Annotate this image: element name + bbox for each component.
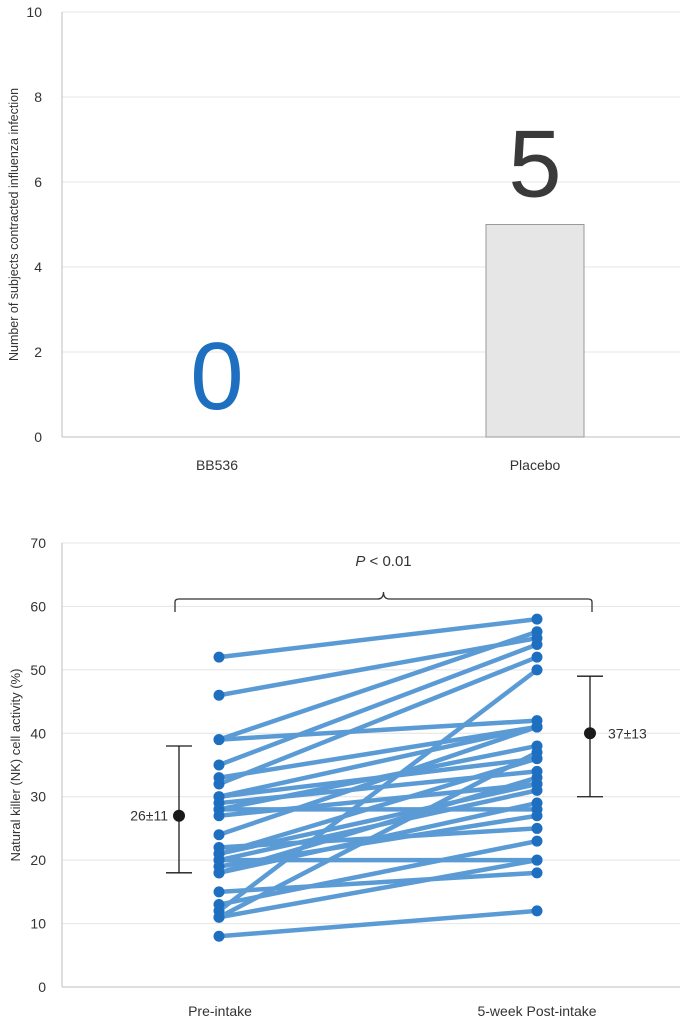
- pair-line-7: [216, 654, 540, 787]
- point-post-3: [531, 626, 543, 638]
- point-pre-14: [213, 829, 225, 841]
- mean-sd-markers: [166, 675, 603, 874]
- point-pre-23: [213, 886, 225, 898]
- pair-line-4: [216, 718, 540, 742]
- point-pre-13: [213, 810, 225, 822]
- y-tick-30: 30: [30, 789, 46, 805]
- point-post-7: [531, 651, 543, 663]
- pair-line-28: [216, 908, 540, 939]
- point-post-26: [531, 746, 543, 758]
- pair-line-22: [216, 800, 540, 876]
- pair-line-8: [216, 724, 540, 799]
- point-pre-7: [213, 778, 225, 790]
- point-pre-2: [213, 689, 225, 701]
- paired-lines: [216, 616, 540, 939]
- point-post-23: [531, 867, 543, 879]
- point-post-25: [531, 664, 543, 676]
- chart2-y-axis-label: Natural killer (NK) cell activity (%): [8, 669, 23, 862]
- point-post-19: [531, 784, 543, 796]
- point-post-15: [531, 822, 543, 834]
- y-tick-6: 6: [34, 174, 42, 190]
- y-tick-8: 8: [34, 89, 42, 105]
- point-pre-1: [213, 651, 225, 663]
- y-tick-10: 10: [26, 4, 42, 20]
- pair-line-16: [216, 756, 540, 857]
- pair-line-26: [216, 750, 540, 920]
- x-tick-label-post-intake: 5-week Post-intake: [477, 1003, 596, 1019]
- point-post-20: [531, 810, 543, 822]
- x-tick-label-pre-intake: Pre-intake: [188, 1003, 252, 1019]
- y-tick-0: 0: [38, 979, 46, 995]
- y-tick-20: 20: [30, 852, 46, 868]
- p-symbol: P: [355, 553, 365, 570]
- point-post-1: [531, 613, 543, 625]
- summary-label-pre: 26±11: [130, 808, 168, 824]
- point-pre-22: [213, 867, 225, 879]
- y-tick-2: 2: [34, 344, 42, 360]
- pair-line-27: [216, 857, 540, 920]
- y-tick-10: 10: [30, 916, 46, 932]
- point-pre-27: [213, 911, 225, 923]
- nk-activity-paired-chart: 0 10 20 30 40 50 60 70 26±11 37±13 P < 0.01 Pre…: [8, 535, 680, 1019]
- point-post-5: [531, 638, 543, 650]
- pair-line-3: [216, 629, 540, 742]
- point-post-14: [531, 721, 543, 733]
- pair-line-21: [216, 775, 540, 876]
- pair-line-12: [216, 743, 540, 812]
- chart2-y-tick-labels: 0 10 20 30 40 50 60 70: [30, 535, 46, 995]
- mean-point-pre: [173, 809, 185, 822]
- point-pre-5: [213, 759, 225, 771]
- y-tick-4: 4: [34, 259, 42, 275]
- p-value-annotation: P < 0.01: [355, 553, 411, 570]
- pair-line-25: [216, 667, 540, 914]
- pair-line-5: [216, 642, 540, 768]
- y-tick-60: 60: [30, 598, 46, 614]
- point-post-22: [531, 797, 543, 809]
- paired-points: [213, 613, 543, 942]
- point-pre-28: [213, 930, 225, 942]
- mean-point-post: [584, 727, 596, 740]
- p-threshold: < 0.01: [365, 553, 411, 570]
- data-label-bb536: 0: [190, 323, 243, 430]
- pair-line-24: [216, 838, 540, 907]
- bar-placebo: [485, 224, 585, 438]
- point-post-21: [531, 772, 543, 784]
- chart1-y-axis-label: Number of subjects contracted influenza …: [7, 88, 21, 361]
- x-tick-label-placebo: Placebo: [510, 457, 561, 473]
- pair-line-1: [216, 616, 540, 660]
- y-tick-70: 70: [30, 535, 46, 551]
- y-tick-40: 40: [30, 725, 46, 741]
- significance-bracket: [174, 591, 593, 612]
- pair-line-14: [216, 724, 540, 838]
- x-tick-label-bb536: BB536: [196, 457, 238, 473]
- point-pre-4: [213, 734, 225, 746]
- pair-line-13: [216, 781, 540, 818]
- data-label-placebo: 5: [508, 111, 561, 218]
- y-tick-50: 50: [30, 662, 46, 678]
- point-post-24: [531, 835, 543, 847]
- chart1-gridlines: [62, 11, 680, 353]
- chart1-y-tick-labels: 0 2 4 6 8 10: [26, 4, 42, 445]
- summary-label-post: 37±13: [608, 725, 647, 741]
- point-post-28: [531, 905, 543, 917]
- pair-line-6: [216, 724, 540, 780]
- point-post-27: [531, 854, 543, 866]
- influenza-bar-chart: 0 2 4 6 8 10 0 5 BB536 Placebo Number of subj…: [7, 4, 680, 473]
- y-tick-0: 0: [34, 429, 42, 445]
